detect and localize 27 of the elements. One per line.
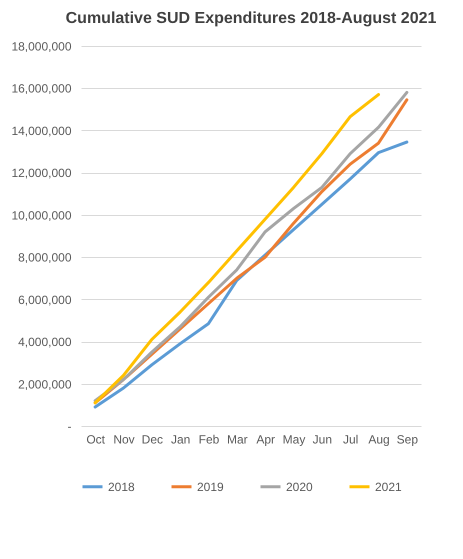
x-tick-label: Oct — [86, 432, 106, 446]
y-tick-label: - — [68, 420, 72, 434]
x-tick-label: Apr — [256, 432, 276, 446]
y-tick-label: 10,000,000 — [11, 208, 72, 222]
x-tick-label: Sep — [396, 432, 418, 446]
legend-label: 2018 — [108, 480, 136, 494]
legend-label: 2021 — [375, 480, 402, 494]
x-tick-label: Jan — [170, 432, 190, 446]
x-tick-label: Mar — [226, 432, 248, 446]
y-tick-label: 14,000,000 — [11, 124, 72, 138]
y-tick-label: 2,000,000 — [18, 377, 72, 392]
x-tick-label: May — [282, 432, 306, 446]
x-tick-label: Jul — [342, 432, 358, 446]
x-tick-label: Dec — [142, 432, 164, 446]
x-tick-label: Feb — [198, 432, 220, 446]
x-tick-label: Nov — [113, 432, 135, 446]
legend-label: 2019 — [197, 480, 224, 494]
y-tick-label: 16,000,000 — [11, 82, 72, 96]
chart-title: Cumulative SUD Expenditures 2018-August 2021 — [66, 10, 436, 27]
y-tick-label: 12,000,000 — [11, 166, 72, 180]
y-tick-label: 4,000,000 — [18, 335, 72, 350]
legend-label: 2020 — [286, 480, 314, 494]
y-tick-label: 8,000,000 — [18, 250, 72, 265]
y-tick-label: 6,000,000 — [18, 292, 72, 307]
x-tick-label: Jun — [312, 432, 332, 446]
x-tick-label: Aug — [368, 432, 390, 446]
y-tick-label: 18,000,000 — [11, 40, 72, 54]
